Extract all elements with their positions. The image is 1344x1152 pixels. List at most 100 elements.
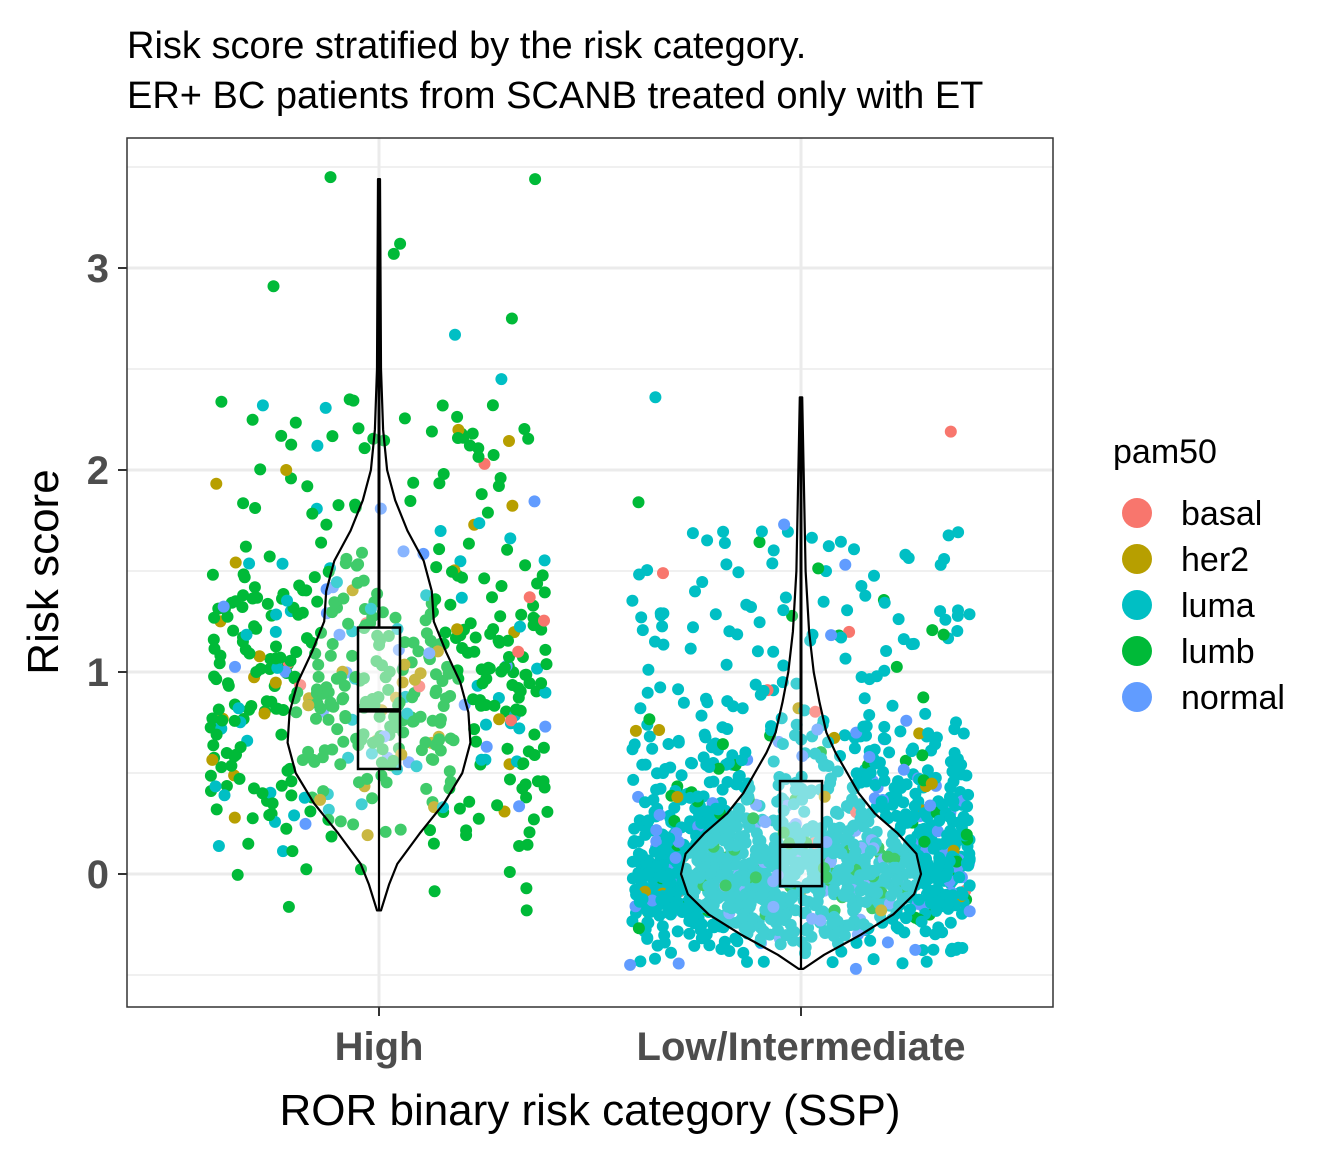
data-point bbox=[677, 696, 690, 709]
data-point bbox=[750, 827, 763, 840]
data-point bbox=[826, 917, 839, 930]
x-axis: High Low/Intermediate bbox=[335, 1007, 965, 1069]
data-point bbox=[258, 707, 271, 720]
data-point bbox=[475, 699, 487, 712]
data-point bbox=[495, 580, 508, 592]
data-point bbox=[208, 670, 221, 683]
data-point bbox=[744, 857, 757, 870]
data-point bbox=[629, 724, 642, 737]
data-point bbox=[512, 691, 525, 704]
data-point bbox=[310, 712, 322, 725]
data-point bbox=[290, 706, 303, 719]
data-point bbox=[364, 602, 377, 615]
data-point bbox=[920, 852, 932, 865]
data-point bbox=[805, 531, 818, 544]
data-point bbox=[541, 805, 554, 818]
data-point bbox=[513, 840, 526, 852]
data-point bbox=[863, 751, 876, 763]
data-point bbox=[430, 561, 443, 574]
data-point bbox=[263, 550, 276, 563]
y-tick-label: 1 bbox=[87, 651, 109, 695]
data-point bbox=[944, 916, 957, 929]
data-point bbox=[963, 608, 976, 621]
data-point bbox=[887, 861, 900, 874]
data-point bbox=[909, 867, 922, 880]
y-tick-label: 2 bbox=[87, 449, 109, 493]
data-point bbox=[285, 438, 298, 451]
data-point bbox=[254, 463, 267, 476]
data-point bbox=[723, 892, 736, 905]
data-point bbox=[236, 601, 249, 613]
data-point bbox=[961, 800, 974, 813]
data-point bbox=[282, 900, 295, 913]
data-point bbox=[320, 518, 333, 531]
data-point bbox=[628, 738, 641, 751]
data-point bbox=[835, 631, 848, 644]
data-point bbox=[789, 729, 801, 742]
data-point bbox=[314, 793, 327, 806]
data-point bbox=[871, 886, 884, 899]
data-point bbox=[420, 589, 433, 602]
data-point bbox=[858, 854, 871, 867]
data-point bbox=[717, 525, 730, 538]
chart-title: Risk score stratified by the risk catego… bbox=[127, 25, 806, 67]
data-point bbox=[463, 439, 476, 452]
data-point bbox=[665, 946, 677, 959]
data-point bbox=[931, 825, 944, 838]
data-point bbox=[503, 866, 516, 878]
data-point bbox=[927, 943, 940, 956]
data-point bbox=[634, 702, 647, 715]
data-point bbox=[662, 870, 675, 882]
data-point bbox=[483, 662, 496, 675]
data-point bbox=[359, 695, 372, 708]
data-point bbox=[217, 600, 230, 613]
data-point bbox=[653, 808, 666, 821]
data-point bbox=[764, 913, 777, 925]
data-point bbox=[463, 795, 476, 808]
data-point bbox=[814, 914, 827, 927]
data-point bbox=[538, 586, 551, 599]
data-point bbox=[929, 738, 942, 751]
data-point bbox=[519, 559, 532, 572]
data-point bbox=[642, 663, 655, 676]
data-point bbox=[632, 835, 645, 848]
data-point bbox=[864, 934, 877, 947]
data-point bbox=[237, 497, 250, 510]
data-point bbox=[346, 649, 359, 662]
data-point bbox=[642, 814, 655, 827]
data-point bbox=[878, 596, 891, 609]
data-point bbox=[248, 581, 261, 594]
data-point bbox=[514, 704, 527, 717]
data-point bbox=[488, 699, 501, 712]
data-point bbox=[917, 691, 930, 704]
data-point bbox=[407, 636, 420, 649]
data-point bbox=[707, 898, 720, 911]
data-point bbox=[811, 723, 824, 736]
data-point bbox=[256, 787, 269, 800]
data-point bbox=[754, 935, 767, 948]
data-point bbox=[919, 867, 932, 880]
data-point bbox=[695, 817, 708, 829]
data-point bbox=[646, 894, 659, 907]
data-point bbox=[881, 850, 894, 863]
data-point bbox=[960, 828, 973, 841]
data-point bbox=[822, 760, 835, 772]
data-point bbox=[314, 702, 327, 715]
data-point bbox=[514, 620, 526, 633]
data-point bbox=[731, 935, 744, 948]
data-point bbox=[539, 643, 552, 656]
data-point bbox=[636, 849, 648, 862]
legend-key-normal bbox=[1122, 682, 1152, 712]
data-point bbox=[394, 237, 407, 250]
data-point bbox=[520, 882, 533, 895]
data-point bbox=[843, 919, 855, 932]
data-point bbox=[468, 723, 481, 736]
data-point bbox=[206, 712, 219, 725]
data-point bbox=[215, 395, 228, 408]
data-point bbox=[269, 676, 282, 689]
data-point bbox=[922, 727, 935, 740]
data-point bbox=[301, 480, 314, 493]
data-point bbox=[947, 795, 960, 808]
data-point bbox=[372, 733, 385, 746]
data-point bbox=[419, 614, 432, 627]
